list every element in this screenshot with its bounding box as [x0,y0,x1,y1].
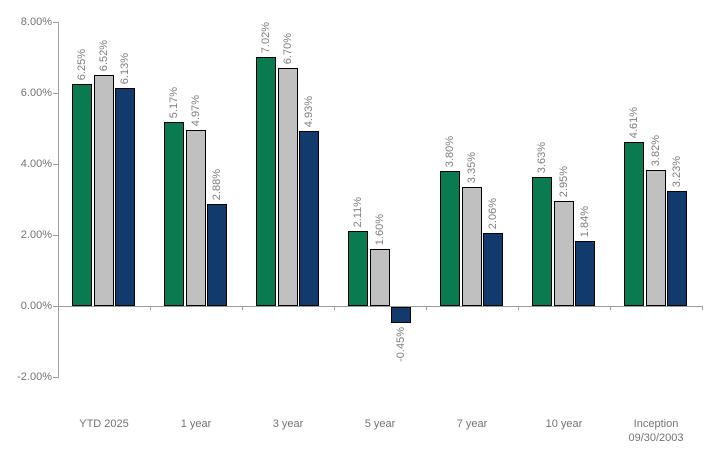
category-label-line: 5 year [364,418,396,430]
bar-series-navy-5 [575,241,595,306]
y-tick-label: 2.00% [20,229,52,241]
bar-series-navy-6 [667,191,687,306]
bar-value-label: 6.13% [119,52,131,84]
bar-series-green-6 [624,142,644,306]
category-label-4: 7 year [426,417,518,431]
bar-value-label: 2.95% [558,165,570,197]
y-tick-label: 6.00% [20,87,52,99]
x-tick-mark [610,307,611,310]
bar-value-label: 1.84% [579,205,591,237]
bar-value-label: 3.80% [444,135,456,167]
x-tick-mark [518,307,519,310]
category-label-2: 3 year [242,417,334,431]
bar-series-green-3 [348,231,368,306]
bar-series-navy-4 [483,233,503,306]
bar-value-label: 7.02% [260,21,272,53]
y-tick-label: -2.00% [17,371,52,383]
bar-value-label: 4.93% [303,95,315,127]
y-tick-mark [53,93,58,94]
y-axis-line [58,22,59,378]
bar-series-green-2 [256,57,276,306]
category-label-6: Inception 09/30/2003 [610,417,702,445]
bar-series-gray-5 [554,201,574,306]
bar-value-label: 6.25% [76,48,88,80]
category-label-line: 3 year [272,418,304,430]
y-tick-mark [53,235,58,236]
bar-series-gray-2 [278,68,298,306]
bar-value-label: 1.60% [374,213,386,245]
bar-series-green-4 [440,171,460,306]
x-tick-mark [242,307,243,310]
y-tick-mark [53,306,58,307]
bar-series-gray-6 [646,170,666,306]
bar-series-navy-3 [391,307,411,323]
category-label-5: 10 year [518,417,610,431]
bar-series-gray-1 [186,130,206,306]
y-tick-label: 8.00% [20,16,52,28]
category-label-line: YTD 2025 [79,418,129,430]
bar-series-navy-2 [299,131,319,306]
bar-series-gray-4 [462,187,482,306]
y-tick-mark [53,377,58,378]
bar-value-label: 5.17% [168,86,180,118]
bar-value-label: 6.52% [98,39,110,71]
bar-value-label: 3.82% [650,134,662,166]
category-label-0: YTD 2025 [58,417,150,431]
bar-value-label: 3.23% [671,155,683,187]
category-label-line: 10 year [545,418,583,430]
bar-value-label: -0.45% [395,327,407,362]
category-label-line: 09/30/2003 [628,432,684,444]
bar-series-navy-0 [115,88,135,306]
bar-series-green-0 [72,84,92,306]
bar-value-label: 3.35% [466,151,478,183]
bar-series-gray-0 [94,75,114,306]
bar-series-green-5 [532,177,552,306]
bar-value-label: 4.97% [190,94,202,126]
x-tick-mark [150,307,151,310]
category-label-line: 1 year [180,418,212,430]
x-tick-mark [702,307,703,310]
y-tick-label: 4.00% [20,158,52,170]
bar-series-gray-3 [370,249,390,306]
category-label-3: 5 year [334,417,426,431]
category-label-1: 1 year [150,417,242,431]
bar-value-label: 2.11% [352,196,364,227]
bar-value-label: 2.88% [211,168,223,200]
category-label-line: 7 year [456,418,488,430]
bar-series-green-1 [164,122,184,306]
bar-series-navy-1 [207,204,227,306]
y-tick-mark [53,164,58,165]
bar-value-label: 4.61% [628,106,640,138]
y-tick-mark [53,22,58,23]
x-tick-mark [426,307,427,310]
y-tick-label: 0.00% [20,300,52,312]
bar-value-label: 2.06% [487,197,499,229]
x-tick-mark [334,307,335,310]
category-label-line: Inception [633,418,679,430]
bar-value-label: 3.63% [536,141,548,173]
x-axis-baseline [58,306,703,307]
bar-value-label: 6.70% [282,32,294,64]
